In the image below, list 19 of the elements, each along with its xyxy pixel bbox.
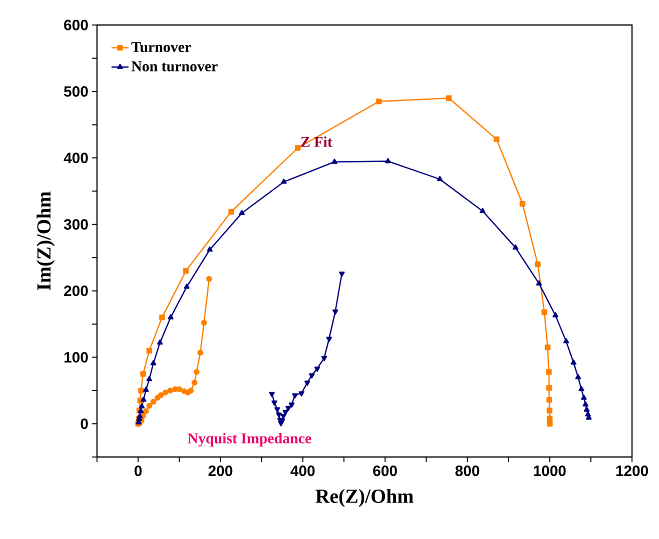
y-tick-label: 0: [80, 418, 88, 430]
x-tick-label: 800: [455, 466, 480, 476]
legend-label: Non turnover: [131, 61, 218, 72]
y-tick-label: 600: [64, 20, 88, 30]
y-tick-label: 200: [64, 286, 88, 296]
y-tick-label: 300: [64, 219, 88, 230]
x-tick-label: 200: [208, 466, 232, 476]
y-tick-label: 500: [64, 86, 88, 97]
y-tick-label: 400: [64, 152, 88, 164]
legend-label: Turnover: [131, 42, 191, 52]
annotation: Nyquist Impedance: [188, 432, 312, 447]
x-tick-label: 400: [290, 466, 315, 476]
x-axis-title: Re(Z)/Ohm: [316, 488, 414, 507]
y-axis-title: Im(Z)/Ohm: [36, 192, 55, 290]
x-tick-label: 0: [134, 466, 142, 476]
x-tick-label: 1200: [616, 466, 648, 476]
x-tick-label: 600: [373, 466, 397, 476]
y-tick-label: 100: [64, 352, 88, 363]
x-tick-label: 1000: [534, 466, 566, 476]
